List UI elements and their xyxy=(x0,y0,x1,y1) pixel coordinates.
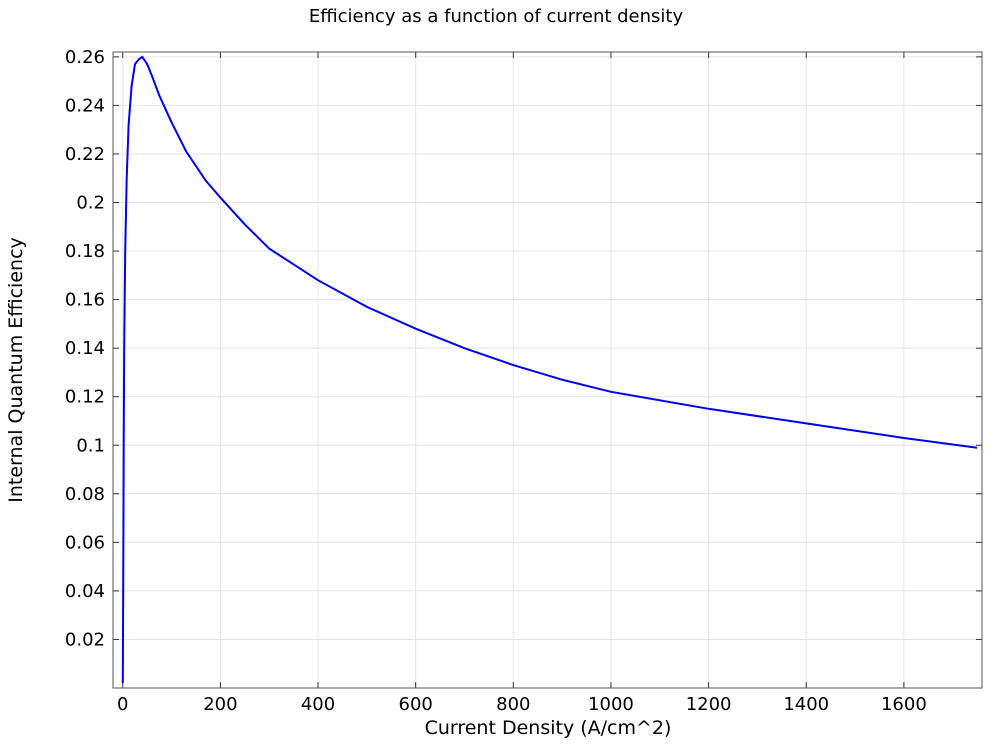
y-tick-label: 0.08 xyxy=(65,484,105,505)
y-axis-label: Internal Quantum Efficiency xyxy=(5,237,27,503)
tick-labels: 0 200 400 600 800 1000 1200 1400 1600 0.02 0.04 0.0… xyxy=(65,47,927,715)
y-tick-label: 0.24 xyxy=(65,95,105,116)
y-tick-label: 0.1 xyxy=(76,435,105,456)
x-tick-label: 1400 xyxy=(783,694,829,715)
x-axis-label: Current Density (A/cm^2) xyxy=(425,717,672,739)
x-tick-label: 0 xyxy=(117,694,128,715)
series-group xyxy=(121,55,978,684)
x-tick-label: 800 xyxy=(496,694,530,715)
y-tick-label: 0.26 xyxy=(65,47,105,68)
series-line xyxy=(121,55,978,684)
y-tick-label: 0.14 xyxy=(65,338,105,359)
grid xyxy=(113,52,982,688)
y-tick-label: 0.04 xyxy=(65,581,105,602)
x-tick-label: 1600 xyxy=(881,694,927,715)
x-tick-label: 1000 xyxy=(588,694,634,715)
y-tick-label: 0.16 xyxy=(65,290,105,311)
plot-frame xyxy=(112,51,983,689)
y-tick-label: 0.18 xyxy=(65,241,105,262)
x-tick-label: 400 xyxy=(301,694,335,715)
y-tick-label: 0.2 xyxy=(76,193,105,214)
x-tick-label: 200 xyxy=(203,694,237,715)
y-tick-label: 0.02 xyxy=(65,629,105,650)
x-tick-label: 1200 xyxy=(686,694,732,715)
y-tick-label: 0.22 xyxy=(65,144,105,165)
chart-title: Efficiency as a function of current dens… xyxy=(309,6,684,27)
ticks xyxy=(113,52,982,688)
y-tick-label: 0.12 xyxy=(65,387,105,408)
x-tick-label: 600 xyxy=(399,694,433,715)
y-tick-label: 0.06 xyxy=(65,532,105,553)
